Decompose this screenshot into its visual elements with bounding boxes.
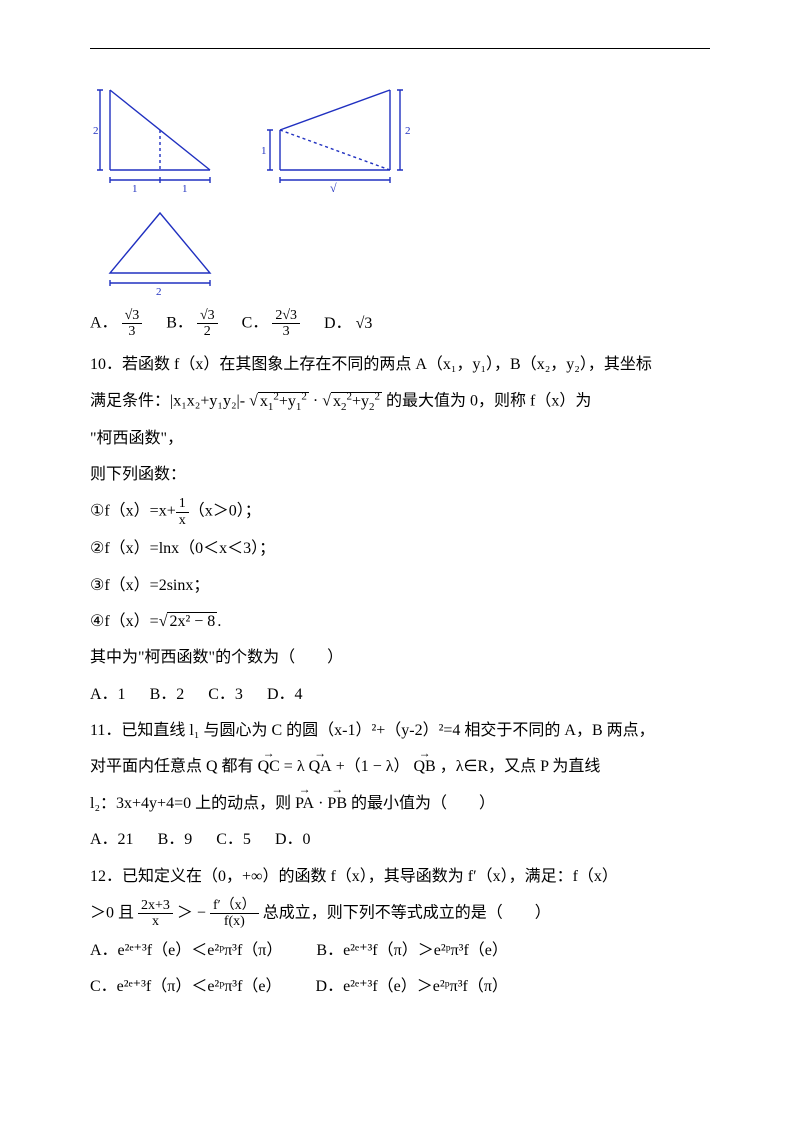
text: 的最小值为（ ） (351, 795, 495, 812)
q11-options: A．21 B．9 C．5 D．0 (90, 825, 710, 855)
q11-line3: l₂：3x+4y+4=0 上的动点，则 PA · PB 的最小值为（ ） (90, 789, 710, 819)
option-label: B． (166, 315, 193, 332)
text: 已知直线 l₁ 与圆心为 C 的圆（x-1）²+（y-2）²=4 相交于不同的 … (121, 722, 654, 739)
question-number: 11． (90, 722, 121, 739)
gt: ＞ − (177, 905, 206, 922)
q9-option-d: D． √3 (324, 309, 372, 339)
q10-item4: ④f（x）=√2x² − 8. (90, 607, 710, 637)
text: 满足条件：|x₁x₂+y₁y₂|- (90, 393, 245, 410)
text: = λ (284, 758, 305, 775)
option-label: D． (324, 315, 352, 332)
q11-option-c: C．5 (216, 825, 251, 855)
q12-line1: 12．已知定义在（0，+∞）的函数 f（x），其导函数为 f′（x），满足：f（… (90, 862, 710, 892)
q12-option-b: B．e²ᵉ⁺³f（π）＞e²ᵖπ³f（e） (316, 936, 508, 966)
q9-options: A． √33 B． √32 C． 2√33 D． √3 (90, 308, 710, 340)
svg-text:1: 1 (132, 183, 138, 195)
q12-option-d: D．e²ᵉ⁺³f（e）＞e²ᵖπ³f（π） (316, 972, 508, 1002)
header-rule (90, 48, 710, 49)
text: 总成立，则下列不等式成立的是（ ） (263, 905, 551, 922)
text: 的最大值为 0，则称 f（x）为 (386, 393, 591, 410)
svg-text:√: √ (330, 181, 337, 195)
vector-pb: PB (327, 789, 347, 819)
option-label: C． (242, 315, 269, 332)
text: +（1 − λ） (336, 758, 410, 775)
q10-item2: ②f（x）=lnx（0＜x＜3）； (90, 534, 710, 564)
q12-options-row2: C．e²ᵉ⁺³f（π）＜e²ᵖπ³f（e） D．e²ᵉ⁺³f（e）＞e²ᵖπ³f… (90, 972, 710, 1002)
q10-option-b: B．2 (150, 680, 185, 710)
q10-item3: ③f（x）=2sinx； (90, 571, 710, 601)
svg-text:1: 1 (182, 183, 188, 195)
frac-den: x (138, 914, 173, 929)
q11-option-d: D．0 (275, 825, 311, 855)
dot: · (318, 795, 323, 812)
svg-text:1: 1 (261, 145, 267, 157)
svg-text:2: 2 (156, 286, 162, 298)
svg-text:2: 2 (93, 125, 99, 137)
text: ，λ∈R，又点 P 为直线 (440, 758, 601, 775)
frac-den: x (176, 513, 189, 528)
q10-line2: 满足条件：|x₁x₂+y₁y₂|- √x12+y12 · √x22+y22 的最… (90, 386, 710, 417)
text: 若函数 f（x）在其图象上存在不同的两点 A（x₁，y₁），B（x₂，y₂），其… (122, 356, 652, 373)
q9-option-b: B． √32 (166, 308, 217, 340)
q11-option-b: B．9 (158, 825, 193, 855)
diagrams-row-2: 2 (90, 203, 710, 298)
vector-pa: PA (295, 789, 314, 819)
question-number: 10． (90, 356, 122, 373)
svg-text:2: 2 (405, 125, 410, 137)
text: . (217, 613, 221, 630)
q10-option-c: C．3 (208, 680, 243, 710)
frac-num: 1 (176, 496, 189, 512)
diagram-isoceles-triangle: 2 (90, 203, 230, 298)
q12-option-a: A．e²ᵉ⁺³f（e）＜e²ᵖπ³f（π） (90, 936, 282, 966)
text: ④f（x）= (90, 613, 159, 630)
question-number: 12． (90, 868, 122, 885)
q10-options: A．1 B．2 C．3 D．4 (90, 680, 710, 710)
q9-option-a: A． √33 (90, 308, 142, 340)
sqrt-body: 2x² − 8 (167, 612, 217, 630)
q12-option-c: C．e²ᵉ⁺³f（π）＜e²ᵖπ³f（e） (90, 972, 282, 1002)
q10-ask: 其中为"柯西函数"的个数为（ ） (90, 643, 710, 673)
frac-num: 2x+3 (138, 898, 173, 914)
q11-line2: 对平面内任意点 Q 都有 QC = λ QA +（1 − λ） QB ，λ∈R，… (90, 752, 710, 782)
option-label: A． (90, 315, 118, 332)
vector-qc: QC (258, 752, 280, 782)
q11-option-a: A．21 (90, 825, 134, 855)
q10-line3: "柯西函数"， (90, 424, 710, 454)
q10-option-a: A．1 (90, 680, 126, 710)
text: ＞0 且 (90, 905, 134, 922)
text: （x＞0）； (189, 503, 261, 520)
frac-den: f(x) (210, 914, 259, 929)
q11-line1: 11．已知直线 l₁ 与圆心为 C 的圆（x-1）²+（y-2）²=4 相交于不… (90, 716, 710, 746)
diagram-right-triangle: 2 1 1 (90, 80, 220, 195)
q10-line1: 10．若函数 f（x）在其图象上存在不同的两点 A（x₁，y₁），B（x₂，y₂… (90, 350, 710, 380)
q10-option-d: D．4 (267, 680, 303, 710)
text: 已知定义在（0，+∞）的函数 f（x），其导函数为 f′（x），满足：f（x） (122, 868, 618, 885)
dot: · (313, 393, 318, 410)
q12-options-row1: A．e²ᵉ⁺³f（e）＜e²ᵖπ³f（π） B．e²ᵉ⁺³f（π）＞e²ᵖπ³f… (90, 936, 710, 966)
q9-option-c: C． 2√33 (242, 308, 300, 340)
diagram-trapezoid: 1 2 √ (250, 80, 410, 195)
frac-num: f′（x） (210, 898, 259, 914)
text: ①f（x）=x+ (90, 503, 176, 520)
vector-qb: QB (414, 752, 436, 782)
q12-line2: ＞0 且 2x+3x ＞ − f′（x）f(x) 总成立，则下列不等式成立的是（… (90, 898, 710, 930)
diagrams-row-1: 2 1 1 1 2 √ (90, 80, 710, 195)
q10-line4: 则下列函数： (90, 460, 710, 490)
q10-item1: ①f（x）=x+1x（x＞0）； (90, 496, 710, 528)
text: 对平面内任意点 Q 都有 (90, 758, 254, 775)
text: l₂：3x+4y+4=0 上的动点，则 (90, 795, 291, 812)
